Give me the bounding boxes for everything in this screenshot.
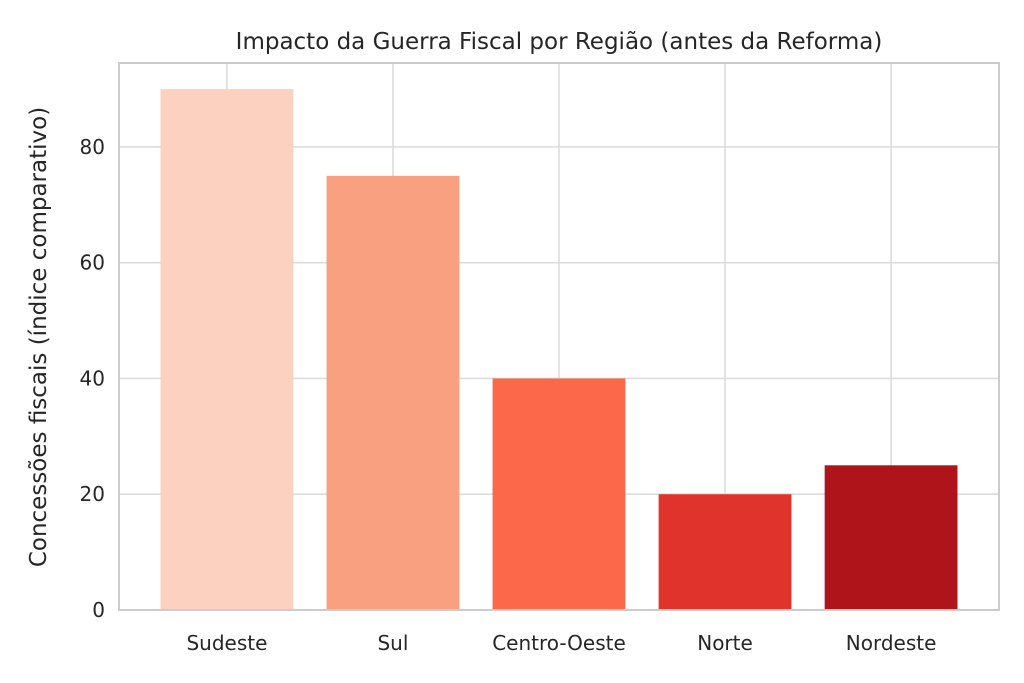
x-tick-label: Sul [377, 631, 408, 655]
x-tick-label: Norte [697, 631, 753, 655]
bars [160, 89, 958, 611]
plot-frame [118, 62, 1000, 611]
y-tick-label: 40 [80, 366, 105, 390]
y-tick-label: 60 [80, 251, 105, 275]
x-tick-label: Sudeste [186, 631, 267, 655]
bar-norte [658, 494, 792, 610]
x-tick-label: Nordeste [846, 631, 937, 655]
y-tick-label: 80 [80, 135, 105, 159]
y-axis-ticks: 0 20 40 60 80 [80, 135, 105, 622]
bar-sudeste [160, 89, 294, 611]
chart-title: Impacto da Guerra Fiscal por Região (ant… [236, 29, 883, 55]
bar-sul [326, 175, 460, 610]
bar-centro-oeste [492, 378, 626, 610]
x-tick-label: Centro-Oeste [492, 631, 626, 655]
y-tick-label: 0 [92, 598, 105, 622]
x-axis-ticks: Sudeste Sul Centro-Oeste Norte Nordeste [186, 631, 936, 655]
y-axis-label: Concessões fiscais (índice comparativo) [26, 107, 52, 567]
y-tick-label: 20 [80, 482, 105, 506]
bar-nordeste [824, 465, 958, 610]
